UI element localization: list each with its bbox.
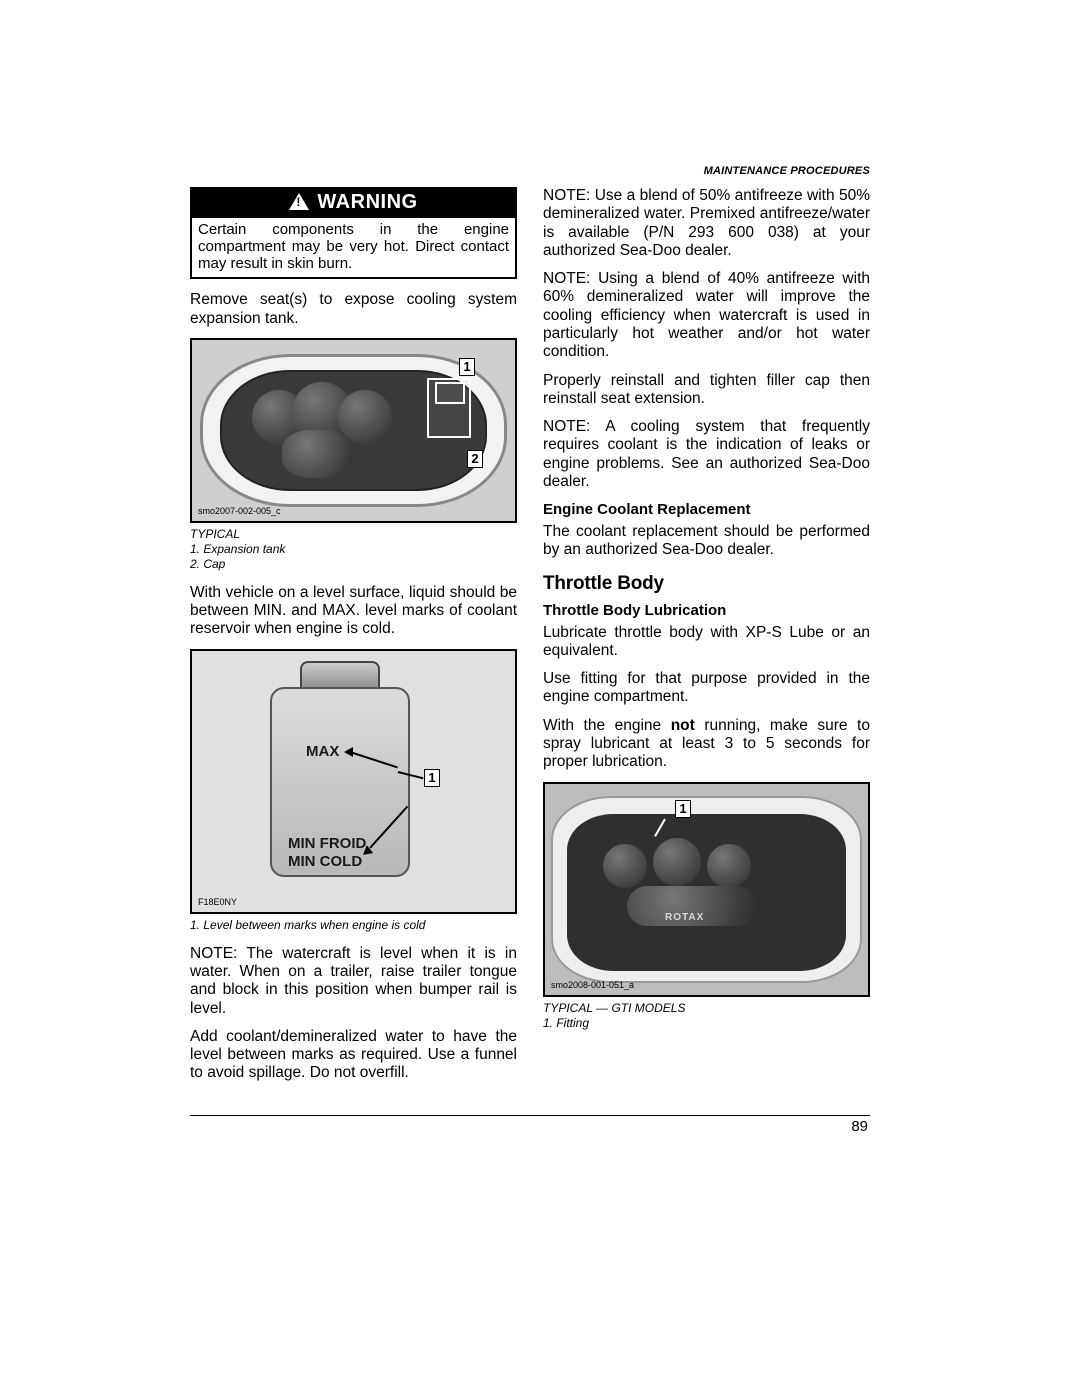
paragraph-note: NOTE: A cooling system that frequently r… xyxy=(543,418,870,491)
page: MAINTENANCE PROCEDURES WARNING Certain c… xyxy=(190,165,870,1093)
min-cold-label: MIN COLD xyxy=(288,853,362,871)
figure-caption: 1. Level between marks when engine is co… xyxy=(190,918,517,933)
figure-caption: TYPICAL — GTI MODELS 1. Fitting xyxy=(543,1001,870,1031)
engine-component xyxy=(653,838,701,886)
engine-component xyxy=(603,844,647,888)
right-column: NOTE: Use a blend of 50% antifreeze with… xyxy=(543,187,870,1093)
figure-code: smo2007-002-005_c xyxy=(198,506,281,517)
callout-number-2: 2 xyxy=(467,450,483,468)
footer-rule xyxy=(190,1115,870,1116)
paragraph: With the engine not running, make sure t… xyxy=(543,717,870,772)
callout-number-1: 1 xyxy=(459,358,475,376)
caption-line: 1. Expansion tank xyxy=(190,542,517,557)
figure-code: F18E0NY xyxy=(198,897,237,908)
figure-throttle-body: ROTAX 1 smo2008-001-051_a xyxy=(543,782,870,997)
paragraph: Use fitting for that purpose provided in… xyxy=(543,670,870,707)
page-footer: 89 xyxy=(190,1115,870,1135)
warning-triangle-icon xyxy=(289,193,309,210)
paragraph: With vehicle on a level surface, liquid … xyxy=(190,584,517,639)
engine-bay xyxy=(567,814,846,971)
caption-line: TYPICAL — GTI MODELS xyxy=(543,1001,870,1016)
figure-caption: TYPICAL 1. Expansion tank 2. Cap xyxy=(190,527,517,572)
engine-lobe xyxy=(338,390,392,444)
paragraph: Lubricate throttle body with XP-S Lube o… xyxy=(543,624,870,661)
max-label: MAX xyxy=(306,743,339,761)
figure-coolant-reservoir: MAX MIN FROID MIN COLD 1 F18E0NY xyxy=(190,649,517,914)
paragraph: Remove seat(s) to expose cooling system … xyxy=(190,291,517,328)
engine-component xyxy=(707,844,751,888)
warning-body: Certain components in the engine compart… xyxy=(192,218,515,278)
subheading-coolant-replacement: Engine Coolant Replacement xyxy=(543,501,870,519)
figure-code: smo2008-001-051_a xyxy=(551,980,634,991)
figure-engine-bay: 1 2 smo2007-002-005_c xyxy=(190,338,517,523)
note-body: A cooling system that frequently require… xyxy=(543,418,870,490)
callout-cap xyxy=(435,382,465,404)
paragraph-note: NOTE: Using a blend of 40% antifreeze wi… xyxy=(543,270,870,361)
paragraph-note: NOTE: Use a blend of 50% antifreeze with… xyxy=(543,187,870,260)
rotax-label: ROTAX xyxy=(665,912,704,924)
paragraph: Properly reinstall and tighten filler ca… xyxy=(543,372,870,409)
section-heading-throttle-body: Throttle Body xyxy=(543,573,870,595)
running-header: MAINTENANCE PROCEDURES xyxy=(190,165,870,177)
note-body: Use a blend of 50% antifreeze with 50% d… xyxy=(543,187,870,259)
subheading-throttle-lubrication: Throttle Body Lubrication xyxy=(543,602,870,620)
note-lead: NOTE: xyxy=(190,945,237,962)
warning-header: WARNING xyxy=(192,189,515,218)
note-body: Using a blend of 40% antifreeze with 60%… xyxy=(543,270,870,360)
note-lead: NOTE: xyxy=(543,270,590,287)
page-number: 89 xyxy=(190,1118,870,1135)
min-froid-label: MIN FROID xyxy=(288,835,366,853)
emphasis-not: not xyxy=(671,717,695,734)
paragraph-note: NOTE: The watercraft is level when it is… xyxy=(190,945,517,1018)
two-column-layout: WARNING Certain components in the engine… xyxy=(190,187,870,1093)
text-run: With the engine xyxy=(543,717,671,734)
paragraph: Add coolant/demineralized water to have … xyxy=(190,1028,517,1083)
paragraph: The coolant replacement should be perfor… xyxy=(543,523,870,560)
caption-line: 2. Cap xyxy=(190,557,517,572)
callout-number-1: 1 xyxy=(675,800,691,818)
caption-line: 1. Fitting xyxy=(543,1016,870,1031)
note-lead: NOTE: xyxy=(543,187,590,204)
caption-line: 1. Level between marks when engine is co… xyxy=(190,918,517,933)
note-body: The watercraft is level when it is in wa… xyxy=(190,945,517,1017)
arrowhead-icon xyxy=(344,747,353,757)
callout-number-1: 1 xyxy=(424,769,440,787)
caption-line: TYPICAL xyxy=(190,527,517,542)
warning-box: WARNING Certain components in the engine… xyxy=(190,187,517,279)
warning-title: WARNING xyxy=(317,191,417,215)
note-lead: NOTE: xyxy=(543,418,590,435)
left-column: WARNING Certain components in the engine… xyxy=(190,187,517,1093)
engine-block xyxy=(282,430,352,478)
